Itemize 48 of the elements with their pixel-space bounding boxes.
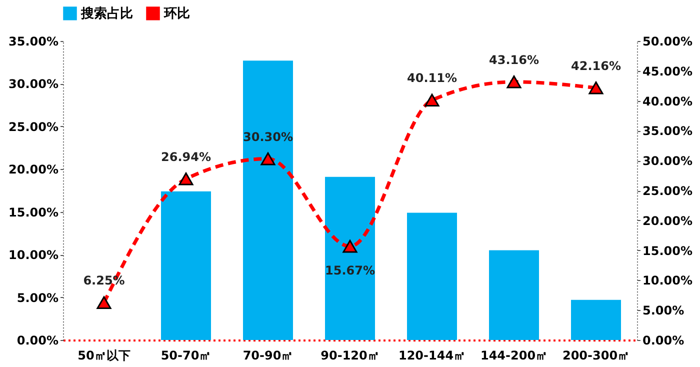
x-tick-label: 200-300㎡ [562,348,630,362]
data-label: 15.67% [325,263,375,278]
point [178,172,194,186]
bar [489,250,539,340]
bar [161,191,211,340]
point [588,81,604,94]
y2-tick-label: 10.00% [642,274,692,288]
x-tick-label: 120-144㎡ [398,348,466,362]
point [260,152,276,166]
y2-tick-label: 50.00% [642,34,692,48]
y-tick-label: 0.00% [16,334,58,348]
data-label: 6.25% [83,274,125,288]
bar [325,176,375,340]
data-label: 43.16% [489,52,539,67]
bar [407,212,457,340]
y-tick-label: 15.00% [8,205,58,220]
y-tick-label: 5.00% [16,290,58,305]
x-tick-label: 90-120㎡ [320,348,380,362]
point [96,296,112,310]
x-tick-label: 50-70㎡ [160,348,212,362]
point [424,94,440,107]
y2-tick-label: 5.00% [642,304,684,318]
point [342,240,358,253]
data-label: 26.94% [161,150,211,164]
x-tick-label: 50㎡以下 [78,348,130,362]
bar [571,300,621,340]
y2-tick-label: 15.00% [642,244,692,258]
y2-tick-label: 30.00% [642,154,692,168]
y2-tick-label: 40.00% [642,94,692,108]
y2-tick-label: 20.00% [642,214,692,228]
x-tick-label: 70-90㎡ [242,348,294,362]
y-tick-label: 10.00% [8,248,58,262]
y-tick-label: 30.00% [8,77,58,92]
data-label: 30.30% [243,130,293,144]
data-label: 40.11% [407,71,457,86]
y2-tick-label: 35.00% [642,124,692,138]
y2-tick-label: 25.00% [642,184,692,198]
y2-tick-label: 45.00% [642,64,692,78]
legend-label: 搜索占比 [80,5,133,22]
data-label: 42.16% [571,58,621,73]
point [506,76,522,88]
y-tick-label: 35.00% [8,34,58,48]
legend-label: 环比 [163,6,190,22]
y-tick-label: 20.00% [8,162,58,177]
y-tick-label: 25.00% [8,120,58,134]
y2-tick-label: 0.00% [642,334,684,348]
bar [243,60,293,340]
x-tick-label: 144-200㎡ [480,348,548,362]
